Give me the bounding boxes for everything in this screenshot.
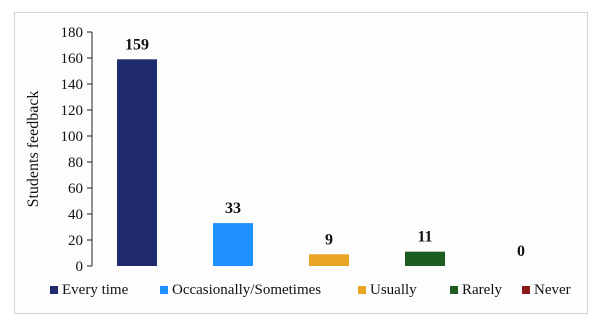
- legend-swatch-0: [50, 286, 58, 294]
- y-axis: 0 20 40 60 80 100 120 140 160 180: [61, 25, 93, 275]
- data-label-3: 11: [417, 229, 432, 246]
- y-tick-label: 100: [61, 129, 84, 145]
- y-tick-label: 80: [68, 155, 83, 171]
- legend-swatch-4: [522, 286, 530, 294]
- bar-3: [405, 251, 445, 266]
- data-label-2: 9: [325, 231, 333, 248]
- y-tick-label: 20: [68, 233, 83, 249]
- bar-0: [117, 59, 157, 266]
- y-tick-label: 160: [61, 51, 84, 67]
- legend-label-2: Usually: [370, 282, 417, 298]
- legend-label-0: Every time: [62, 282, 129, 298]
- data-label-0: 159: [125, 36, 149, 53]
- data-label-4: 0: [517, 243, 525, 260]
- y-tick-label: 120: [61, 103, 84, 119]
- y-axis-title: Students feedback: [25, 91, 42, 208]
- legend-label-4: Never: [534, 282, 571, 298]
- legend-swatch-3: [450, 286, 458, 294]
- data-label-1: 33: [225, 200, 241, 217]
- legend: Every time Occasionally/Sometimes Usually R…: [50, 282, 571, 298]
- legend-swatch-2: [358, 286, 366, 294]
- y-tick-label: 180: [61, 25, 84, 41]
- y-tick-label: 0: [76, 259, 84, 275]
- data-labels: 159 33 9 11 0: [125, 36, 525, 260]
- bar-1: [213, 223, 253, 266]
- bar-2: [309, 254, 349, 266]
- y-tick-label: 60: [68, 181, 83, 197]
- legend-label-1: Occasionally/Sometimes: [172, 282, 321, 298]
- legend-label-3: Rarely: [462, 282, 502, 298]
- y-tick-label: 40: [68, 207, 83, 223]
- bars: [117, 59, 445, 266]
- chart-frame: [14, 12, 588, 314]
- y-tick-label: 140: [61, 77, 84, 93]
- legend-swatch-1: [160, 286, 168, 294]
